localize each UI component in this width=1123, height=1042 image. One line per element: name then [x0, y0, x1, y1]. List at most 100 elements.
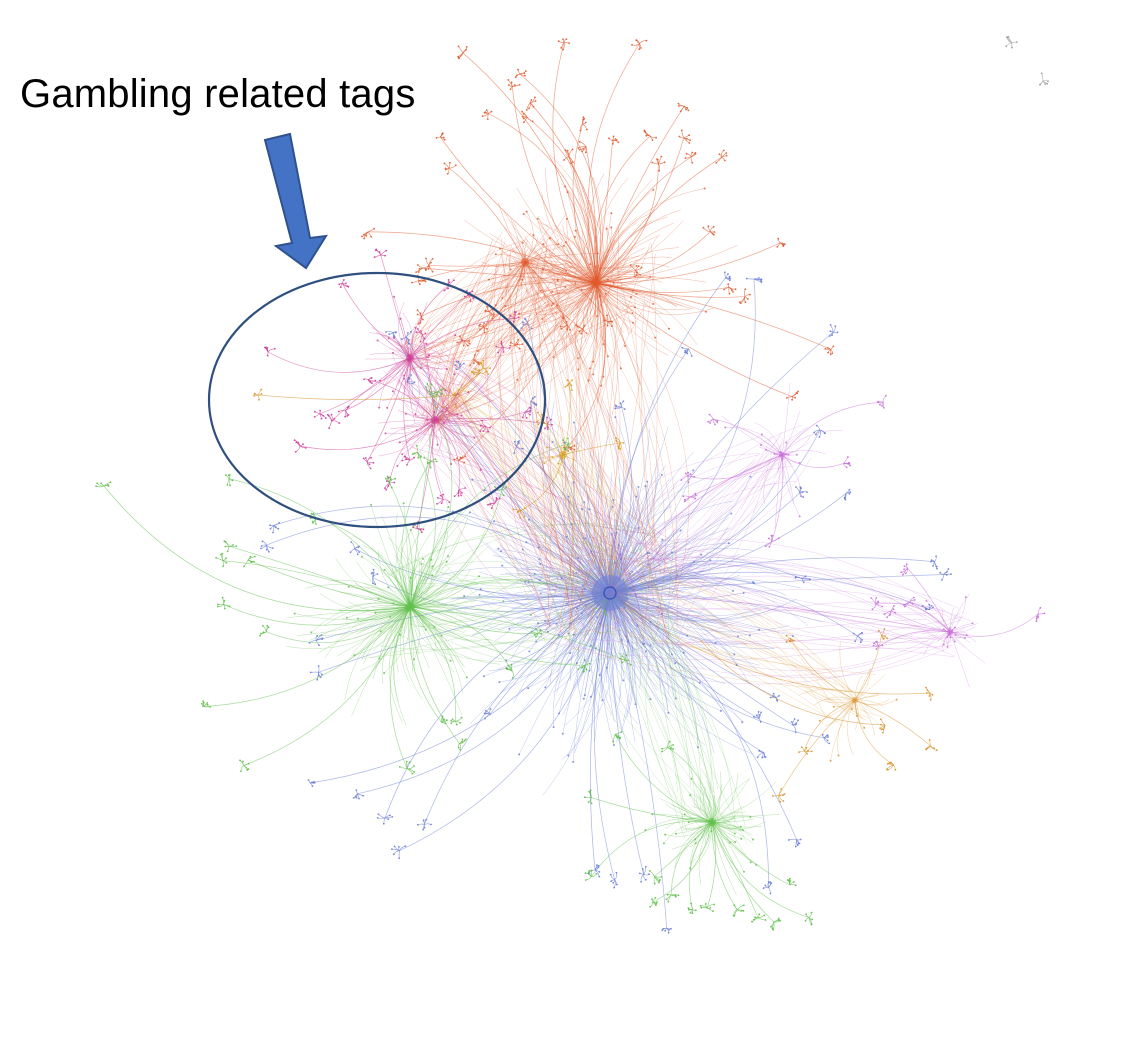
network-edge: [378, 814, 386, 819]
network-node: [612, 281, 615, 284]
network-node: [640, 881, 642, 883]
network-node: [513, 311, 516, 313]
network-node: [594, 647, 597, 650]
network-node: [813, 431, 815, 434]
network-edge: [557, 468, 573, 623]
network-node: [609, 873, 612, 876]
network-node: [577, 147, 580, 149]
network-edge: [416, 570, 611, 598]
network-edge: [438, 265, 567, 431]
network-edge: [500, 251, 577, 641]
network-node: [269, 527, 272, 530]
network-edge: [788, 838, 797, 841]
network-node: [733, 832, 736, 835]
network-node: [583, 588, 586, 590]
network-node: [587, 871, 590, 873]
network-edge: [558, 305, 666, 630]
network-edge: [460, 392, 617, 556]
network-node: [743, 870, 745, 873]
network-edge: [409, 285, 449, 359]
network-node: [474, 368, 477, 370]
network-edge: [367, 379, 436, 421]
network-node: [776, 246, 779, 248]
network-node: [355, 797, 358, 799]
network-edge: [372, 419, 436, 452]
network-node: [320, 417, 323, 420]
network-node: [417, 456, 419, 459]
network-node: [577, 368, 580, 371]
network-node: [704, 903, 707, 905]
network-node: [889, 761, 892, 764]
network-node: [689, 139, 691, 142]
network-edge: [569, 282, 597, 373]
network-node: [882, 731, 884, 734]
network-edge: [854, 699, 876, 736]
network-node: [687, 471, 689, 474]
network-node: [535, 636, 537, 638]
network-node: [247, 768, 250, 770]
network-node: [711, 232, 714, 235]
network-edge: [609, 483, 775, 594]
network-node: [567, 445, 570, 448]
network-edge: [540, 299, 649, 580]
network-node: [763, 914, 766, 917]
network-edge: [575, 612, 683, 828]
network-edge: [397, 419, 436, 467]
network-node: [760, 711, 762, 714]
network-node: [687, 109, 690, 112]
network-edge: [433, 268, 501, 425]
network-edge: [531, 280, 576, 634]
network-edge: [460, 392, 602, 635]
network-node: [606, 324, 609, 327]
network-edge: [609, 426, 669, 594]
network-node: [932, 565, 934, 567]
network-edge: [664, 442, 810, 589]
network-node: [615, 439, 618, 442]
network-node: [333, 417, 336, 420]
network-node: [412, 525, 415, 528]
network-node: [605, 666, 608, 669]
network-node: [405, 760, 408, 763]
network-node: [791, 639, 794, 642]
network-node: [1044, 83, 1047, 85]
network-node: [463, 595, 466, 598]
network-node: [771, 927, 774, 930]
network-edge: [385, 330, 393, 333]
network-edge: [409, 489, 503, 608]
network-edge: [595, 163, 659, 284]
network-edge: [781, 382, 791, 456]
network-node: [450, 720, 452, 722]
network-node: [422, 828, 424, 831]
network-node: [431, 565, 434, 568]
network-node: [807, 749, 809, 752]
network-node: [260, 547, 262, 550]
network-edge: [595, 105, 685, 284]
network-node: [425, 342, 428, 345]
network-node: [259, 635, 261, 637]
network-node: [930, 559, 933, 562]
network-node: [621, 655, 624, 657]
network-edge: [386, 357, 411, 408]
network-edge: [436, 290, 529, 431]
network-node: [428, 354, 431, 357]
network-node: [439, 494, 442, 497]
network-node: [652, 188, 655, 191]
network-node: [473, 362, 475, 365]
network-edge: [421, 262, 623, 356]
network-edge: [567, 446, 656, 543]
network-node: [454, 334, 457, 337]
network-node: [797, 719, 799, 722]
network-node: [779, 452, 785, 458]
network-node: [564, 185, 567, 188]
network-node: [586, 128, 588, 131]
network-node: [408, 343, 410, 345]
network-node: [654, 336, 657, 339]
network-edge: [795, 486, 800, 494]
network-edge: [768, 887, 771, 894]
network-node: [461, 738, 464, 741]
network-node: [387, 586, 390, 589]
network-node: [272, 531, 274, 534]
network-node: [828, 335, 831, 337]
network-edge: [519, 73, 601, 284]
network-node: [243, 565, 245, 568]
